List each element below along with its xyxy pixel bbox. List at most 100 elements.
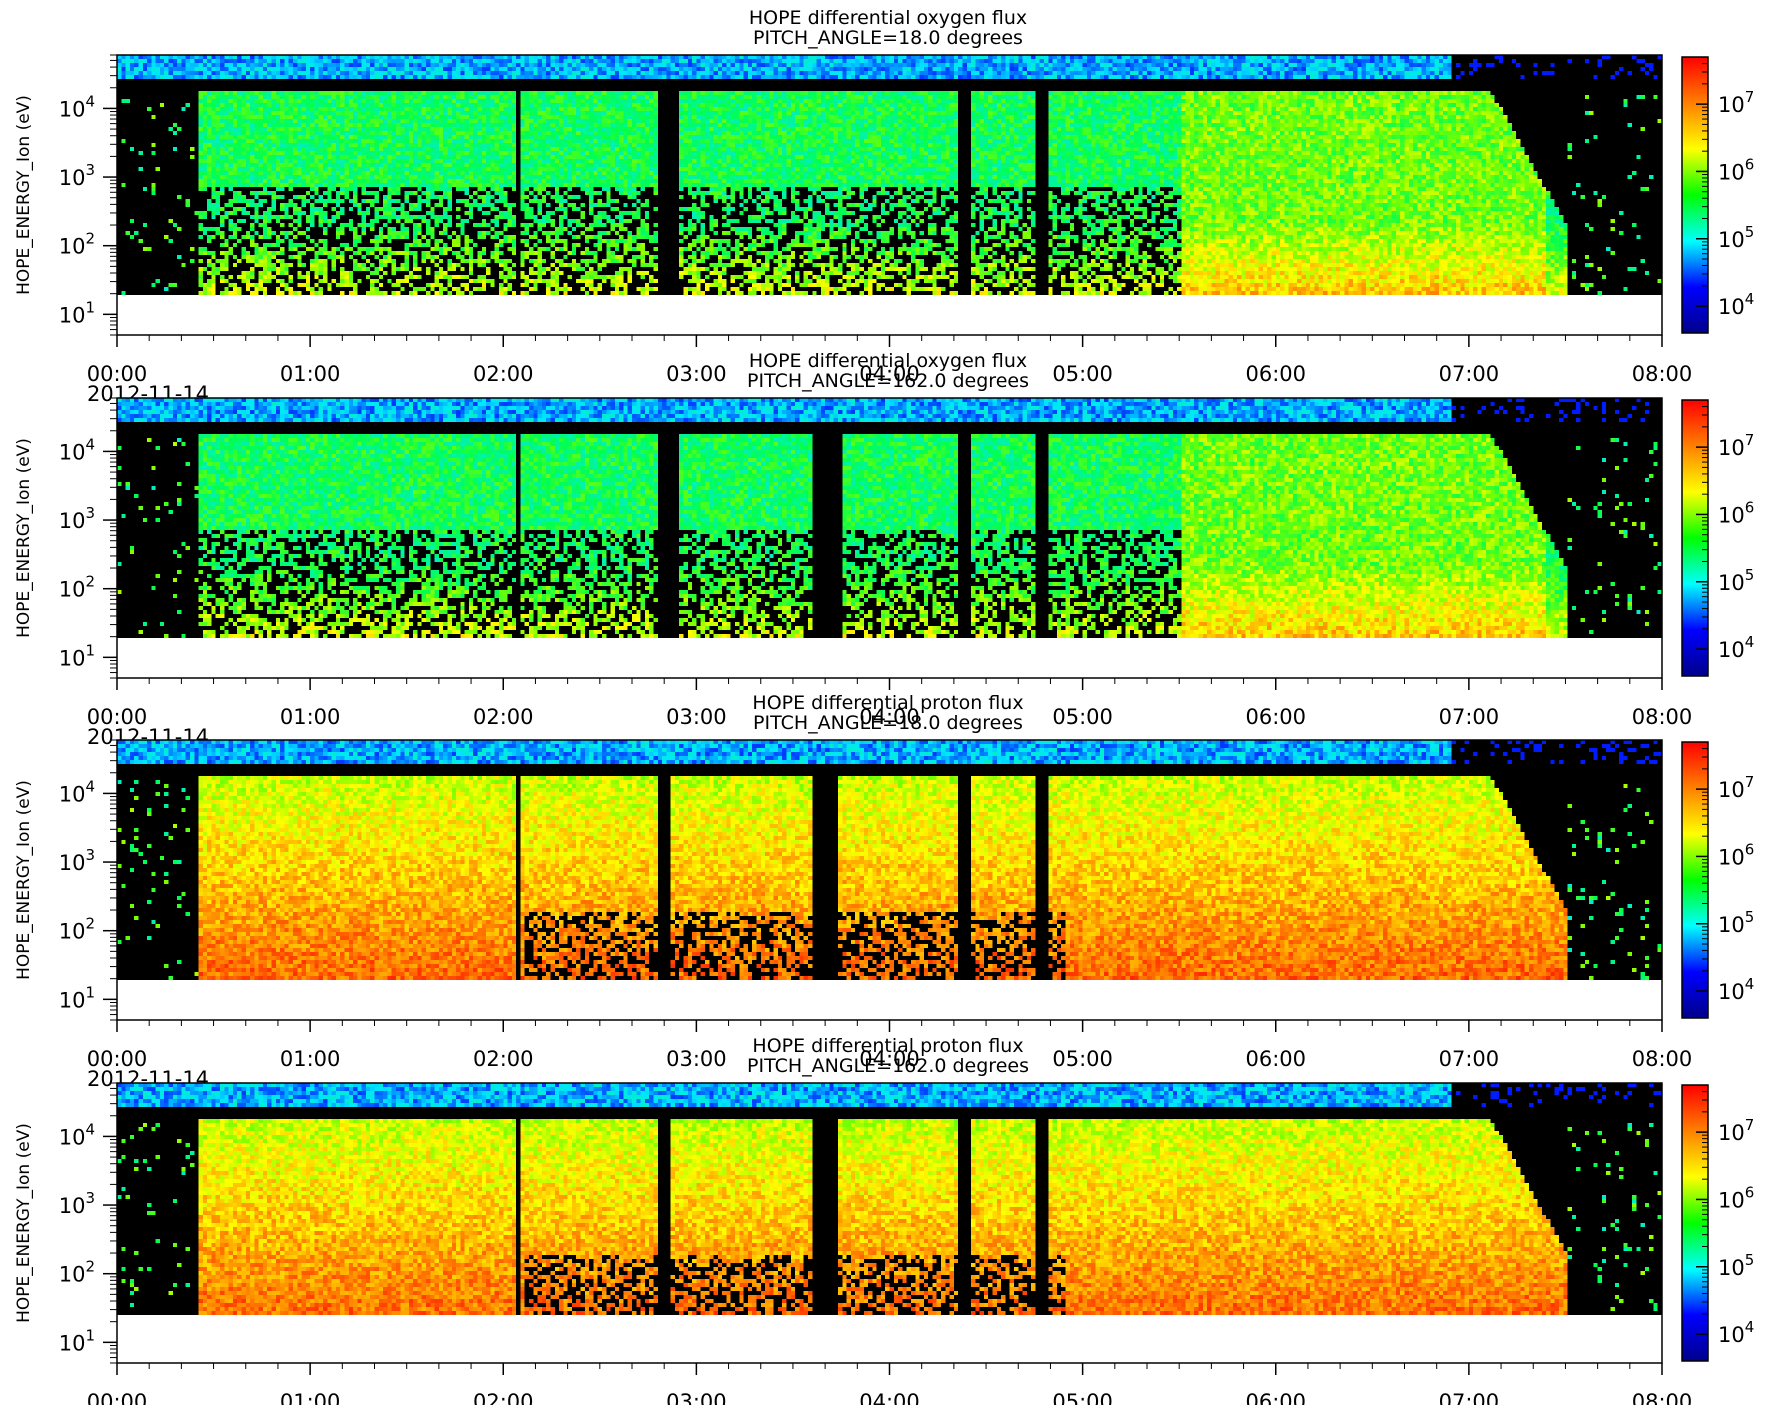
y-tick-exponent: 4 [85, 1120, 95, 1138]
y-tick-exponent: 1 [85, 1326, 95, 1344]
colorbar-tick-label: 107 [1718, 1116, 1754, 1145]
y-tick-label: 101 [59, 641, 95, 670]
x-tick-label: 04:00 [859, 1047, 920, 1071]
y-tick-exponent: 2 [85, 230, 95, 248]
y-tick-exponent: 3 [85, 161, 95, 179]
x-tick-label: 01:00 [280, 362, 341, 386]
colorbar-tick-label: 106 [1718, 498, 1754, 527]
x-tick-label: 06:00 [1245, 1047, 1306, 1071]
panel-title: HOPE differential oxygen flux [749, 350, 1027, 372]
y-tick-label: 104 [59, 1120, 95, 1149]
x-tick-label: 06:00 [1245, 362, 1306, 386]
x-tick-label: 00:00 [87, 362, 148, 386]
colorbar [1681, 1084, 1709, 1362]
x-tick-label: 08:00 [1632, 705, 1693, 729]
y-tick-exponent: 4 [85, 777, 95, 795]
colorbar-tick-exponent: 7 [1745, 1116, 1755, 1134]
x-tick-label: 03:00 [666, 362, 727, 386]
y-tick-label: 103 [59, 504, 95, 533]
colorbar-tick-exponent: 5 [1745, 223, 1755, 241]
panel-4: HOPE differential proton fluxPITCH_ANGLE… [14, 1035, 1754, 1405]
colorbar-tick-label: 106 [1718, 1183, 1754, 1212]
x-tick-label: 04:00 [859, 1390, 920, 1405]
x-tick-label: 02:00 [473, 705, 534, 729]
y-tick-exponent: 3 [85, 504, 95, 522]
x-tick-label: 06:00 [1245, 1390, 1306, 1405]
x-tick-label: 01:00 [280, 1390, 341, 1405]
spectrogram-image [117, 55, 1662, 335]
panel-subtitle: PITCH_ANGLE=18.0 degrees [753, 712, 1023, 734]
colorbar-tick-exponent: 6 [1745, 1183, 1755, 1201]
x-tick-label: 06:00 [1245, 705, 1306, 729]
y-tick-exponent: 1 [85, 641, 95, 659]
y-tick-exponent: 4 [85, 435, 95, 453]
panel-title: HOPE differential oxygen flux [749, 7, 1027, 29]
colorbar-tick-exponent: 6 [1745, 840, 1755, 858]
panel-2: HOPE differential oxygen fluxPITCH_ANGLE… [14, 350, 1754, 749]
x-tick-label: 05:00 [1052, 362, 1113, 386]
y-tick-label: 102 [59, 230, 95, 259]
colorbar-tick-exponent: 5 [1745, 566, 1755, 584]
y-tick-label: 103 [59, 1189, 95, 1218]
y-tick-label: 103 [59, 161, 95, 190]
x-tick-label: 05:00 [1052, 1390, 1113, 1405]
panel-1: HOPE differential oxygen fluxPITCH_ANGLE… [14, 7, 1754, 406]
colorbar [1681, 56, 1709, 334]
y-tick-exponent: 1 [85, 983, 95, 1001]
colorbar-tick-exponent: 4 [1745, 975, 1755, 993]
y-tick-exponent: 3 [85, 846, 95, 864]
panel-title: HOPE differential proton flux [752, 692, 1023, 714]
x-tick-label: 04:00 [859, 362, 920, 386]
x-tick-label: 01:00 [280, 1047, 341, 1071]
x-tick-label: 02:00 [473, 1390, 534, 1405]
y-tick-label: 104 [59, 92, 95, 121]
y-tick-label: 102 [59, 573, 95, 602]
panel-subtitle: PITCH_ANGLE=162.0 degrees [747, 1055, 1029, 1077]
colorbar-tick-exponent: 4 [1745, 1318, 1755, 1336]
colorbar-tick-label: 105 [1718, 908, 1754, 937]
y-axis-label: HOPE_ENERGY_Ion (eV) [14, 438, 34, 638]
colorbar-tick-exponent: 7 [1745, 431, 1755, 449]
x-tick-label: 05:00 [1052, 1047, 1113, 1071]
colorbar-tick-label: 105 [1718, 566, 1754, 595]
x-tick-label: 03:00 [666, 1390, 727, 1405]
x-tick-label: 08:00 [1632, 1047, 1693, 1071]
y-axis-label: HOPE_ENERGY_Ion (eV) [14, 780, 34, 980]
colorbar-tick-exponent: 6 [1745, 498, 1755, 516]
y-tick-exponent: 2 [85, 915, 95, 933]
colorbar [1681, 741, 1709, 1019]
colorbar-tick-exponent: 6 [1745, 155, 1755, 173]
y-tick-label: 102 [59, 1258, 95, 1287]
y-tick-label: 101 [59, 298, 95, 327]
x-tick-label: 03:00 [666, 705, 727, 729]
panel-3: HOPE differential proton fluxPITCH_ANGLE… [14, 692, 1754, 1091]
y-tick-label: 104 [59, 777, 95, 806]
colorbar-tick-exponent: 5 [1745, 908, 1755, 926]
spectrogram-image [117, 740, 1662, 1020]
colorbar-tick-label: 106 [1718, 155, 1754, 184]
colorbar-tick-label: 105 [1718, 1251, 1754, 1280]
x-tick-label: 03:00 [666, 1047, 727, 1071]
x-tick-label: 00:00 [87, 1390, 148, 1405]
x-tick-label: 08:00 [1632, 1390, 1693, 1405]
colorbar-tick-exponent: 7 [1745, 773, 1755, 791]
colorbar-tick-label: 107 [1718, 431, 1754, 460]
panel-subtitle: PITCH_ANGLE=162.0 degrees [747, 370, 1029, 392]
colorbar-tick-exponent: 4 [1745, 290, 1755, 308]
colorbar-tick-label: 104 [1718, 975, 1754, 1004]
y-axis-label: HOPE_ENERGY_Ion (eV) [14, 1123, 34, 1323]
x-tick-label: 04:00 [859, 705, 920, 729]
x-tick-label: 05:00 [1052, 705, 1113, 729]
y-tick-exponent: 2 [85, 573, 95, 591]
x-tick-label: 00:00 [87, 1047, 148, 1071]
y-tick-exponent: 4 [85, 92, 95, 110]
colorbar-tick-label: 106 [1718, 840, 1754, 869]
y-tick-label: 101 [59, 1326, 95, 1355]
x-tick-label: 07:00 [1439, 1390, 1500, 1405]
colorbar-tick-exponent: 5 [1745, 1251, 1755, 1269]
colorbar-tick-label: 104 [1718, 1318, 1754, 1347]
panel-subtitle: PITCH_ANGLE=18.0 degrees [753, 27, 1023, 49]
spectrogram-image [117, 398, 1662, 678]
x-tick-label: 07:00 [1439, 1047, 1500, 1071]
